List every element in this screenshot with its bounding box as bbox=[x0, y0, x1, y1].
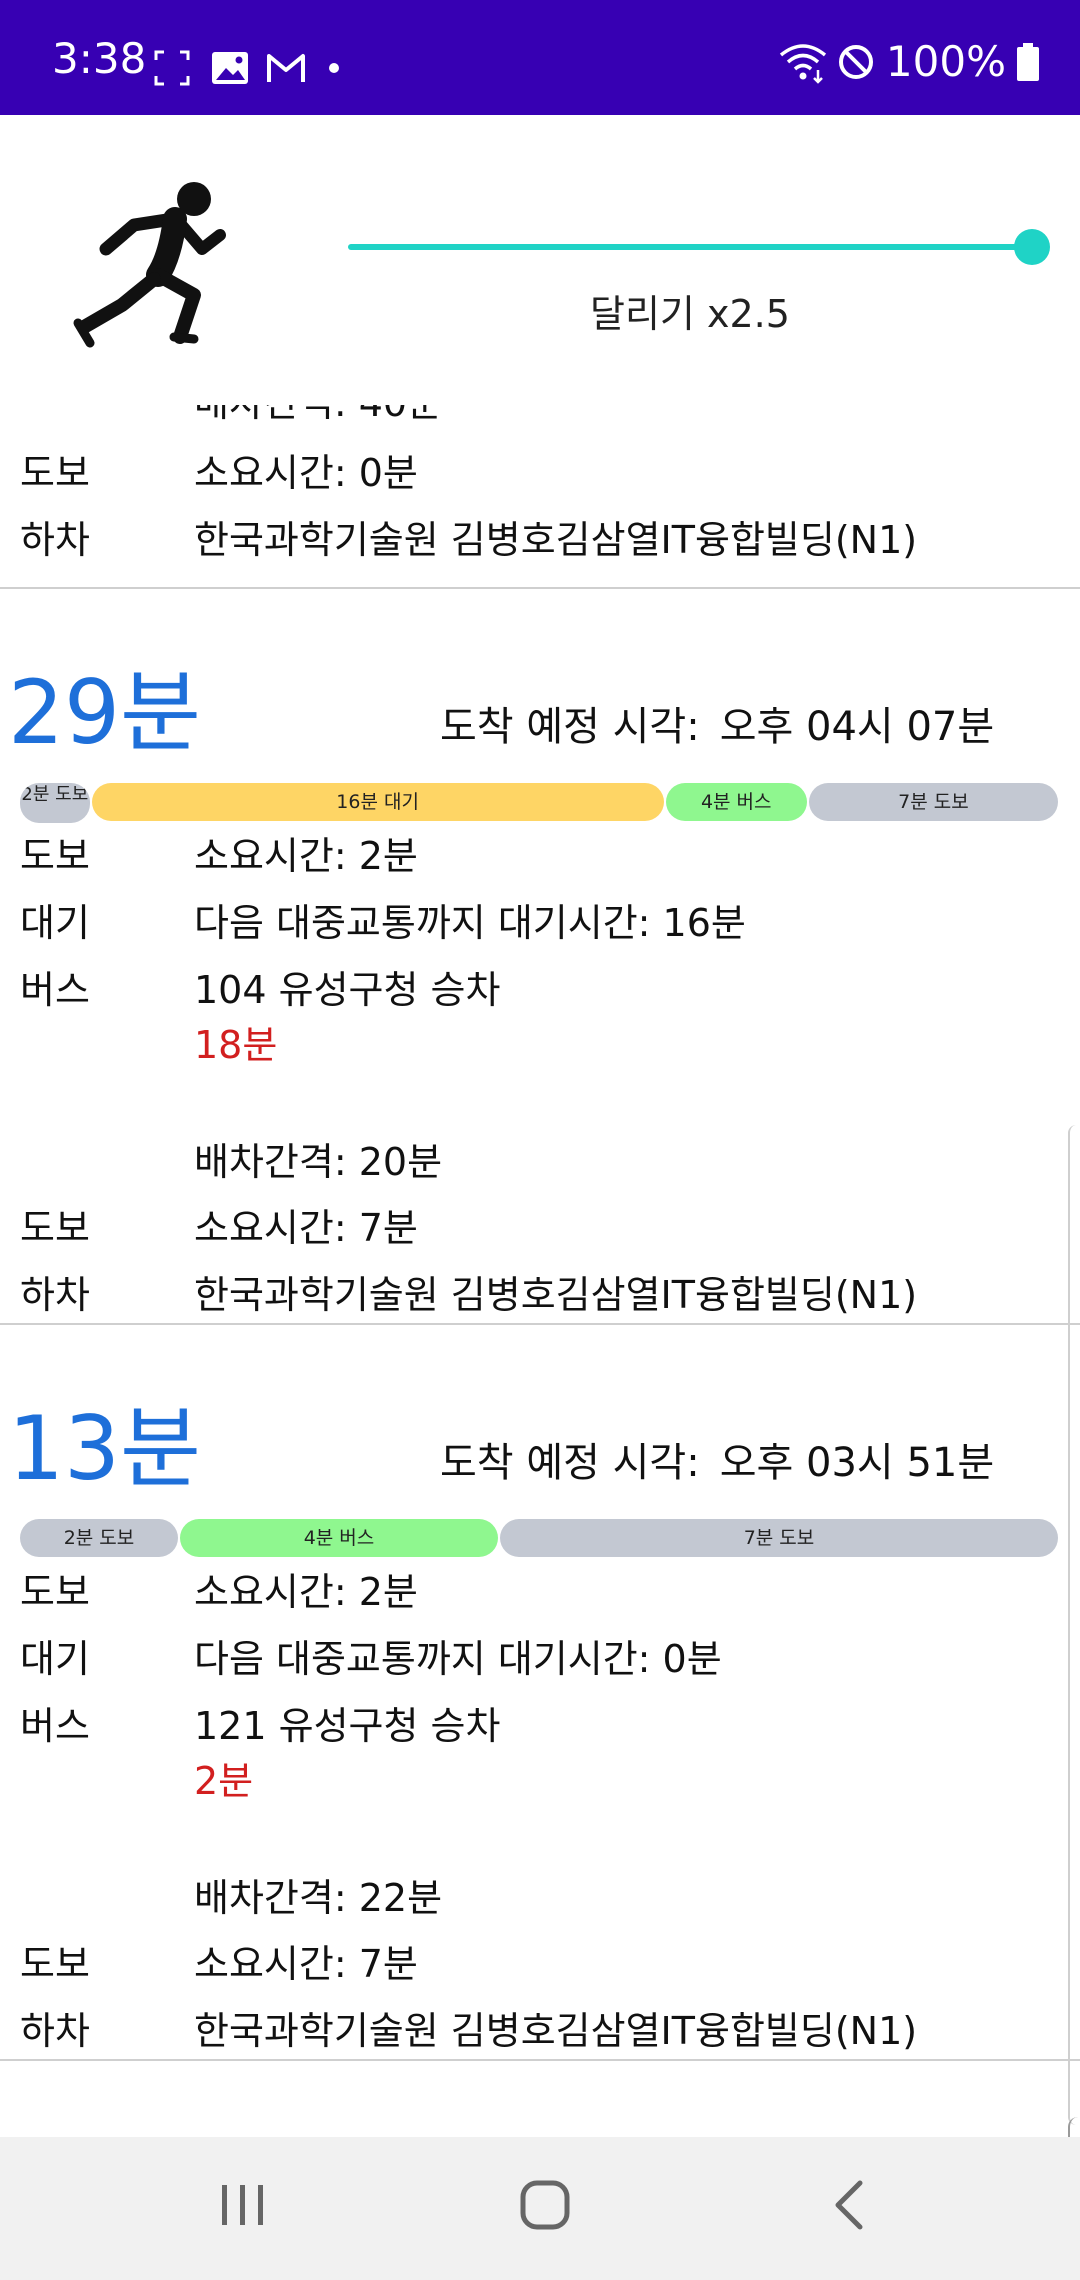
step-type: 도보 bbox=[20, 451, 90, 495]
route-timeline-bar: 2분 도보 4분 버스 7분 도보 bbox=[20, 1519, 1060, 1557]
step-type: 버스 bbox=[20, 1704, 90, 1748]
slider-track[interactable] bbox=[348, 244, 1032, 250]
wifi-icon bbox=[779, 44, 827, 84]
step-description: 배차간격: 40분 bbox=[194, 405, 442, 433]
step-type: 버스 bbox=[20, 968, 90, 1012]
arrival-time: 도착 예정 시각: 오후 03시 51분 bbox=[440, 1443, 994, 1483]
scroll-indicator bbox=[1068, 1125, 1080, 2125]
speed-slider[interactable] bbox=[348, 227, 1050, 267]
navigation-bar bbox=[0, 2137, 1080, 2280]
step-row: 배차간격: 22분 bbox=[0, 1868, 1080, 1928]
route-total-time: 13분 bbox=[8, 1397, 201, 1500]
status-bar: 3:38 100% bbox=[0, 0, 1080, 115]
route-list[interactable]: 배차간격: 40분 도보 소요시간: 0분 하차 한국과학기술원 김병호김삼열I… bbox=[0, 385, 1080, 2137]
step-type: 하차 bbox=[20, 1273, 90, 1317]
timeline-segment-walk: 2분 도보 bbox=[20, 1519, 178, 1557]
step-row: 버스 121 유성구청 승차 bbox=[0, 1696, 1080, 1756]
step-description: 소요시간: 2분 bbox=[194, 1570, 418, 1614]
step-row: 도보 소요시간: 2분 bbox=[0, 826, 1080, 886]
bus-interval: 배차간격: 20분 bbox=[194, 1140, 443, 1184]
step-description: 다음 대중교통까지 대기시간: 0분 bbox=[194, 1637, 722, 1681]
back-icon[interactable] bbox=[820, 2173, 880, 2237]
arrival-label: 도착 예정 시각: bbox=[440, 704, 700, 750]
status-system-icons: 100% bbox=[778, 38, 1040, 86]
step-description: 소요시간: 7분 bbox=[194, 1206, 418, 1250]
timeline-segment-walk: 7분 도보 bbox=[500, 1519, 1058, 1557]
step-type: 도보 bbox=[20, 1570, 90, 1614]
step-row: 도보 소요시간: 2분 bbox=[0, 1562, 1080, 1622]
status-time: 3:38 bbox=[52, 34, 147, 83]
slider-thumb[interactable] bbox=[1014, 229, 1050, 265]
step-type: 도보 bbox=[20, 1942, 90, 1986]
arrival-time: 도착 예정 시각: 오후 04시 07분 bbox=[440, 707, 994, 747]
step-description: 121 유성구청 승차 bbox=[194, 1704, 501, 1748]
step-row: 도보 소요시간: 7분 bbox=[0, 1934, 1080, 1994]
step-row: 하차 한국과학기술원 김병호김삼열IT융합빌딩(N1) bbox=[0, 1265, 1080, 1325]
step-type: 도보 bbox=[20, 1206, 90, 1250]
bus-interval: 배차간격: 22분 bbox=[194, 1876, 443, 1920]
route-timeline-bar: 2분 도보 16분 대기 4분 버스 7분 도보 bbox=[20, 783, 1060, 823]
battery-icon bbox=[1017, 43, 1039, 81]
step-description: 한국과학기술원 김병호김삼열IT융합빌딩(N1) bbox=[194, 1273, 918, 1317]
bus-arrival-row: 18분 bbox=[0, 1015, 1080, 1075]
timeline-segment-bus: 4분 버스 bbox=[665, 783, 807, 821]
timeline-segment-walk: 2분 도보 bbox=[20, 783, 90, 823]
route-divider bbox=[0, 2059, 1080, 2061]
step-row: 도보 소요시간: 0분 bbox=[0, 443, 1080, 503]
screenshot-icon bbox=[154, 50, 190, 86]
route-total-time: 29분 bbox=[8, 661, 201, 764]
step-row: 버스 104 유성구청 승차 bbox=[0, 960, 1080, 1020]
step-row: 도보 소요시간: 7분 bbox=[0, 1198, 1080, 1258]
step-row: 배차간격: 20분 bbox=[0, 1132, 1080, 1192]
step-description: 한국과학기술원 김병호김삼열IT융합빌딩(N1) bbox=[194, 2009, 918, 2053]
arrival-label: 도착 예정 시각: bbox=[440, 1440, 700, 1486]
step-type: 하차 bbox=[20, 518, 90, 562]
step-description: 한국과학기술원 김병호김삼열IT융합빌딩(N1) bbox=[194, 518, 918, 562]
timeline-segment-walk: 7분 도보 bbox=[808, 783, 1058, 821]
gallery-icon bbox=[212, 52, 248, 84]
speed-label: 달리기 x2.5 bbox=[590, 292, 790, 336]
home-icon[interactable] bbox=[514, 2173, 578, 2237]
scrollbar-thumb[interactable] bbox=[1068, 2117, 1080, 2137]
bus-arrival-row: 2분 bbox=[0, 1751, 1080, 1811]
bus-arrival-time: 2분 bbox=[194, 1759, 254, 1803]
step-row: 대기 다음 대중교통까지 대기시간: 16분 bbox=[0, 893, 1080, 953]
arrival-value: 오후 04시 07분 bbox=[719, 704, 995, 750]
bus-arrival-time: 18분 bbox=[194, 1023, 278, 1067]
step-type: 대기 bbox=[20, 901, 90, 945]
arrival-value: 오후 03시 51분 bbox=[719, 1440, 995, 1486]
timeline-segment-bus: 4분 버스 bbox=[180, 1519, 498, 1557]
step-description: 소요시간: 2분 bbox=[194, 834, 418, 878]
step-description: 104 유성구청 승차 bbox=[194, 968, 501, 1012]
step-type: 하차 bbox=[20, 2009, 90, 2053]
step-row: 대기 다음 대중교통까지 대기시간: 0분 bbox=[0, 1629, 1080, 1689]
route-divider bbox=[0, 1323, 1080, 1325]
step-row: 하차 한국과학기술원 김병호김삼열IT융합빌딩(N1) bbox=[0, 510, 1080, 570]
do-not-disturb-icon bbox=[838, 45, 873, 79]
step-description: 소요시간: 0분 bbox=[194, 451, 418, 495]
step-type: 도보 bbox=[20, 834, 90, 878]
speed-header: 달리기 x2.5 bbox=[0, 115, 1080, 385]
dot-icon bbox=[329, 63, 339, 73]
timeline-segment-wait: 16분 대기 bbox=[91, 783, 664, 821]
status-notification-icons bbox=[152, 48, 352, 88]
step-description: 다음 대중교통까지 대기시간: 16분 bbox=[194, 901, 746, 945]
step-type: 대기 bbox=[20, 1637, 90, 1681]
gmail-icon bbox=[267, 54, 305, 82]
clipped-interval-row: 배차간격: 40분 bbox=[0, 405, 1080, 435]
step-row: 하차 한국과학기술원 김병호김삼열IT융합빌딩(N1) bbox=[0, 2001, 1080, 2061]
route-divider bbox=[0, 587, 1080, 589]
runner-icon bbox=[73, 182, 226, 348]
step-description: 소요시간: 7분 bbox=[194, 1942, 418, 1986]
recent-apps-icon[interactable] bbox=[212, 2173, 274, 2237]
battery-percentage: 100% bbox=[885, 37, 1006, 86]
